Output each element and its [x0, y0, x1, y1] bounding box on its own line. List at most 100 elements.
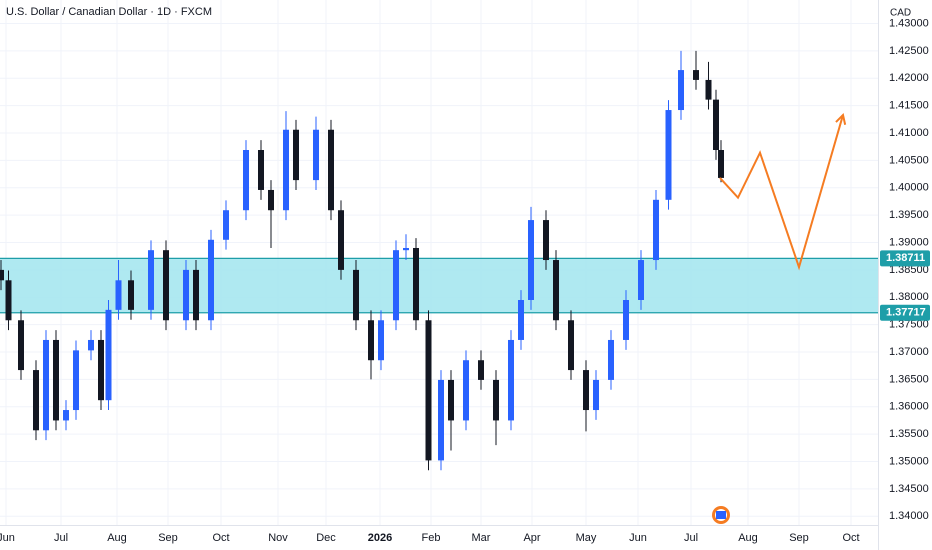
x-tick-label: 2026 [368, 532, 392, 544]
candle-body [243, 150, 249, 211]
zone-layer [0, 257, 878, 314]
candle-body [193, 269, 199, 321]
candle-body [693, 70, 699, 80]
y-tick-label: 1.34000 [889, 510, 929, 522]
candle-body [583, 370, 589, 411]
candle-body [368, 320, 374, 361]
x-tick-label: Mar [472, 532, 491, 544]
x-tick-label: Dec [316, 532, 336, 544]
candle-body [713, 99, 719, 150]
x-tick-label: Apr [523, 532, 540, 544]
candle-body [283, 129, 289, 211]
candle-body [623, 300, 629, 340]
candle-body [543, 220, 549, 261]
y-tick-label: 1.39500 [889, 209, 929, 221]
currency-label: CAD [890, 8, 911, 19]
x-tick-label: Aug [107, 532, 127, 544]
price-label-box [880, 250, 930, 267]
x-tick-label: Aug [738, 532, 758, 544]
candle-body [18, 320, 24, 371]
x-tick-label: Oct [842, 532, 859, 544]
x-tick-label: Sep [789, 532, 809, 544]
zone-band [0, 258, 878, 313]
candle-body [115, 280, 122, 310]
candle-body [63, 410, 69, 421]
candle-body [313, 129, 319, 181]
candle-body [593, 379, 599, 411]
candle-body [438, 379, 444, 461]
y-tick-label: 1.41000 [889, 127, 929, 139]
projection-line [719, 114, 844, 271]
candle-body [88, 339, 94, 351]
candle-body [73, 350, 79, 411]
candle-body [353, 269, 359, 321]
y-tick-label: 1.39000 [889, 236, 929, 248]
y-tick-label: 1.40500 [889, 154, 929, 166]
candle-body [678, 70, 684, 111]
candle-body [223, 210, 229, 240]
y-tick-label: 1.37000 [889, 346, 929, 358]
candle-body [98, 339, 104, 401]
candle-body [425, 320, 432, 461]
candle-body [478, 360, 484, 380]
candle-body [448, 379, 454, 421]
price-label-box [880, 304, 930, 321]
y-tick-label: 1.40000 [889, 182, 929, 194]
price-label: 1.37717 [886, 307, 926, 319]
candle-body [508, 339, 514, 421]
candle-body [518, 300, 524, 340]
candle-body [568, 320, 574, 371]
x-tick-label: Jul [54, 532, 68, 544]
candle-body [105, 309, 112, 401]
axes: 1.34000 1.34500 1.35000 1.35500 1.36000 1.365… [0, 17, 930, 544]
candle-body [258, 150, 264, 190]
candle-body [493, 379, 499, 421]
candle-body [293, 129, 299, 181]
y-tick-label: 1.37500 [889, 319, 929, 331]
candle-body [148, 250, 154, 310]
candle-body [638, 260, 644, 300]
candle-body [43, 339, 49, 431]
y-tick-label: 1.42500 [889, 45, 929, 57]
candles [0, 50, 724, 471]
x-tick-label: Jul [684, 532, 698, 544]
candle-body [33, 370, 39, 431]
chart-title: U.S. Dollar / Canadian Dollar · 1D · FXC… [6, 6, 212, 18]
candle-body [528, 220, 534, 300]
candle-body [378, 320, 384, 361]
candle-body [268, 189, 274, 211]
y-tick-label: 1.36500 [889, 373, 929, 385]
candle-body [403, 247, 409, 251]
candle-body [0, 269, 4, 281]
x-tick-label: Jun [629, 532, 647, 544]
candle-body [163, 250, 169, 321]
logo [712, 506, 730, 524]
projection-layer [719, 112, 847, 271]
candle-body [718, 150, 724, 178]
candle-body [328, 129, 334, 211]
x-tick-label: May [576, 532, 597, 544]
candle-body [665, 110, 672, 200]
x-tick-label: Jun [0, 532, 15, 544]
candle-body [653, 199, 659, 261]
candle-body [183, 269, 189, 321]
candle-body [705, 79, 712, 100]
projection-arrowhead [835, 112, 847, 125]
y-tick-label: 1.34500 [889, 483, 929, 495]
y-tick-label: 1.36000 [889, 401, 929, 413]
y-tick-label: 1.35500 [889, 428, 929, 440]
x-tick-label: Sep [158, 532, 178, 544]
candle-body [608, 339, 614, 380]
candle-body [208, 239, 214, 321]
x-tick-label: Nov [268, 532, 288, 544]
y-tick-label: 1.38500 [889, 264, 929, 276]
y-tick-label: 1.43000 [889, 17, 929, 29]
price-label: 1.38711 [886, 252, 925, 264]
x-tick-label: Feb [422, 532, 441, 544]
y-tick-label: 1.38000 [889, 291, 929, 303]
y-tick-label: 1.42000 [889, 72, 929, 84]
candle-body [413, 247, 419, 321]
candle-body [463, 360, 469, 421]
y-tick-label: 1.41500 [889, 100, 929, 112]
